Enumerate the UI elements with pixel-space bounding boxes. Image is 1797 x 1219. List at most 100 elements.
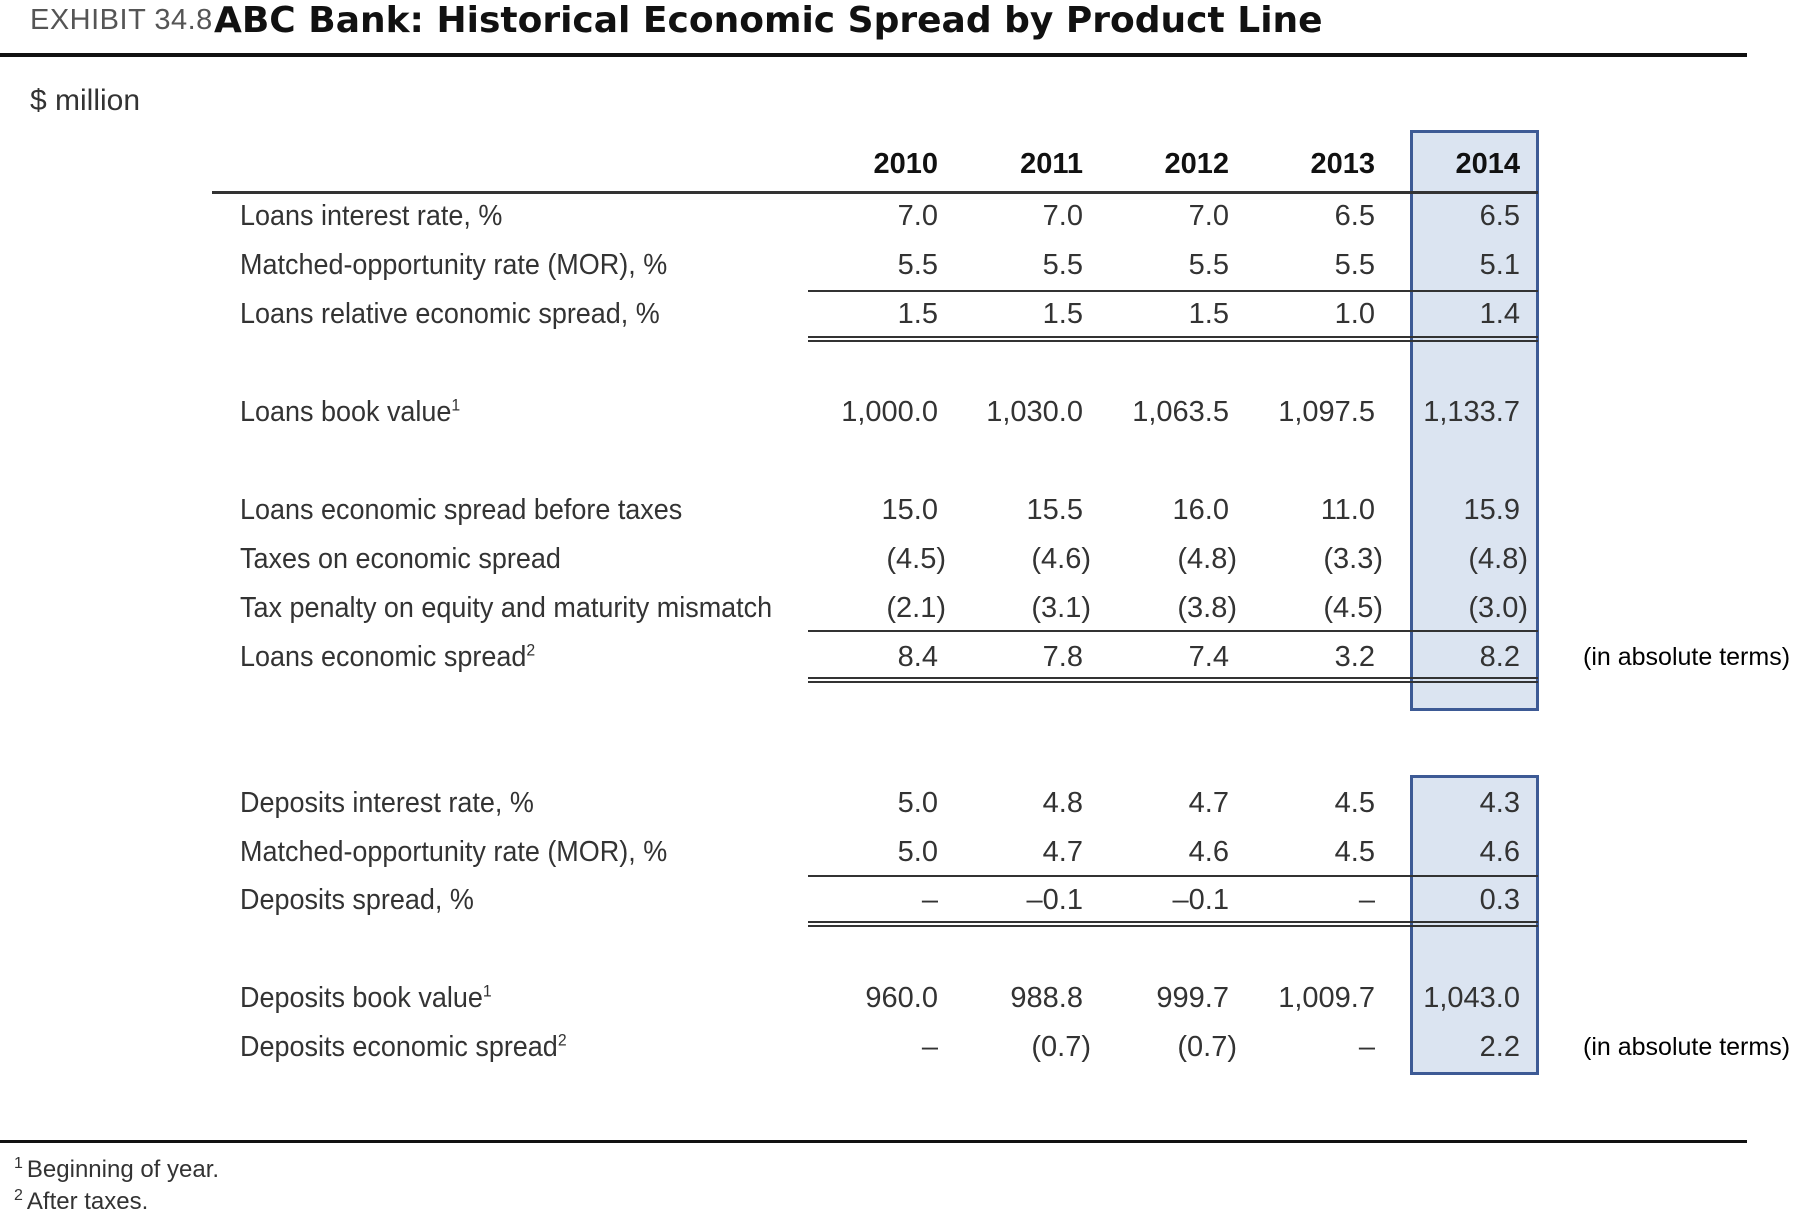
table-cell-2014: 2.2 bbox=[1479, 1031, 1520, 1063]
exhibit-title: ABC Bank: Historical Economic Spread by … bbox=[214, 0, 1323, 41]
row-label-text: Deposits spread, % bbox=[240, 884, 474, 916]
year-header-2011: 2011 bbox=[1020, 148, 1083, 180]
table-cell-2013: 3.2 bbox=[1334, 641, 1375, 673]
unit-label: $ million bbox=[30, 84, 141, 117]
table-cell-2013: (3.3) bbox=[1323, 543, 1383, 575]
table-cell-2014: 4.6 bbox=[1479, 836, 1520, 868]
table-cell-2010: 5.0 bbox=[897, 836, 938, 868]
year-header-2010: 2010 bbox=[873, 148, 938, 180]
table-cell-2010: – bbox=[921, 884, 938, 916]
table-cell-2013: 6.5 bbox=[1334, 200, 1375, 232]
header-rule bbox=[212, 191, 1538, 194]
row-label-text: Deposits book value bbox=[240, 982, 483, 1014]
title-rule bbox=[0, 53, 1747, 57]
table-cell-2012: 4.6 bbox=[1188, 836, 1229, 868]
table-cell-2014: 1.4 bbox=[1479, 298, 1520, 330]
table-cell-2014: 6.5 bbox=[1479, 200, 1520, 232]
footnote-2: 2 After taxes. bbox=[14, 1188, 148, 1216]
table-cell-2010: 7.0 bbox=[897, 200, 938, 232]
table-cell-2012: (0.7) bbox=[1177, 1031, 1237, 1063]
absolute-terms-note: (in absolute terms) bbox=[1583, 1033, 1791, 1061]
year-header-2013: 2013 bbox=[1310, 148, 1375, 180]
table-cell-2014: 8.2 bbox=[1479, 641, 1520, 673]
row-label: Matched-opportunity rate (MOR), % bbox=[240, 249, 667, 282]
table-cell-2012: 1.5 bbox=[1188, 298, 1229, 330]
table-cell-2012: (4.8) bbox=[1177, 543, 1237, 575]
row-label-text: Matched-opportunity rate (MOR), % bbox=[240, 836, 668, 868]
footnote-1: 1 Beginning of year. bbox=[14, 1156, 219, 1184]
loans-subtotal-rule bbox=[808, 290, 1538, 292]
table-cell-2010: 5.5 bbox=[897, 249, 938, 281]
table-cell-2010: – bbox=[921, 1031, 938, 1063]
table-cell-2012: 7.0 bbox=[1188, 200, 1229, 232]
year-header-2014: 2014 bbox=[1455, 148, 1520, 180]
row-label: Deposits economic spread2 bbox=[240, 1031, 567, 1064]
table-cell-2013: 1,009.7 bbox=[1278, 982, 1375, 1014]
row-label-text: Matched-opportunity rate (MOR), % bbox=[240, 249, 668, 281]
row-label-text: Loans interest rate, % bbox=[240, 200, 503, 232]
table-cell-2012: 4.7 bbox=[1188, 787, 1229, 819]
row-label-text: Loans relative economic spread, % bbox=[240, 298, 660, 330]
table-cell-2012: (3.8) bbox=[1177, 592, 1237, 624]
row-label-text: Deposits interest rate, % bbox=[240, 787, 534, 819]
table-cell-2011: 4.7 bbox=[1042, 836, 1083, 868]
table-cell-2010: 960.0 bbox=[865, 982, 938, 1014]
row-label: Deposits book value1 bbox=[240, 982, 492, 1015]
table-cell-2010: 15.0 bbox=[881, 494, 938, 526]
table-cell-2011: 4.8 bbox=[1042, 787, 1083, 819]
footnote-ref: 1 bbox=[451, 395, 461, 415]
table-cell-2013: (4.5) bbox=[1323, 592, 1383, 624]
table-cell-2014: 5.1 bbox=[1479, 249, 1520, 281]
footer-rule bbox=[0, 1140, 1747, 1143]
row-label-text: Loans book value bbox=[240, 396, 452, 428]
table-cell-2011: 988.8 bbox=[1010, 982, 1083, 1014]
table-cell-2011: –0.1 bbox=[1026, 884, 1083, 916]
table-cell-2014: (4.8) bbox=[1468, 543, 1528, 575]
table-cell-2014: 1,043.0 bbox=[1423, 982, 1520, 1014]
table-cell-2013: 1,097.5 bbox=[1278, 396, 1375, 428]
exhibit-label: EXHIBIT 34.8 bbox=[30, 4, 213, 36]
table-cell-2013: 4.5 bbox=[1334, 787, 1375, 819]
highlight-2014-loans bbox=[1410, 130, 1539, 711]
table-cell-2014: 4.3 bbox=[1479, 787, 1520, 819]
row-label: Deposits spread, % bbox=[240, 884, 474, 917]
table-cell-2011: 5.5 bbox=[1042, 249, 1083, 281]
absolute-terms-note: (in absolute terms) bbox=[1583, 643, 1791, 671]
table-cell-2013: 4.5 bbox=[1334, 836, 1375, 868]
table-cell-2011: 7.0 bbox=[1042, 200, 1083, 232]
table-cell-2014: 15.9 bbox=[1463, 494, 1520, 526]
table-cell-2014: 0.3 bbox=[1479, 884, 1520, 916]
table-cell-2012: 16.0 bbox=[1172, 494, 1229, 526]
deposits-total-double-rule bbox=[808, 921, 1538, 927]
loans-total-double-rule bbox=[808, 336, 1538, 342]
table-cell-2010: 8.4 bbox=[897, 641, 938, 673]
table-cell-2013: – bbox=[1358, 884, 1375, 916]
table-cell-2010: 1.5 bbox=[897, 298, 938, 330]
row-label-text: Tax penalty on equity and maturity misma… bbox=[240, 592, 773, 624]
deposits-subtotal-rule bbox=[808, 875, 1538, 877]
row-label: Taxes on economic spread bbox=[240, 543, 561, 576]
table-cell-2013: 5.5 bbox=[1334, 249, 1375, 281]
table-cell-2010: 1,000.0 bbox=[841, 396, 938, 428]
table-cell-2012: 5.5 bbox=[1188, 249, 1229, 281]
row-label: Matched-opportunity rate (MOR), % bbox=[240, 836, 667, 869]
table-cell-2011: (4.6) bbox=[1031, 543, 1091, 575]
footnote-ref: 2 bbox=[526, 640, 536, 660]
footnote-1-mark: 1 bbox=[14, 1155, 23, 1172]
table-cell-2012: –0.1 bbox=[1172, 884, 1229, 916]
table-cell-2013: 11.0 bbox=[1320, 494, 1375, 526]
footnote-ref: 1 bbox=[482, 981, 492, 1001]
table-cell-2012: 999.7 bbox=[1156, 982, 1229, 1014]
footnote-2-mark: 2 bbox=[14, 1187, 23, 1204]
table-cell-2014: (3.0) bbox=[1468, 592, 1528, 624]
row-label: Loans economic spread2 bbox=[240, 641, 535, 674]
row-label: Loans relative economic spread, % bbox=[240, 298, 660, 331]
row-label: Loans interest rate, % bbox=[240, 200, 502, 233]
footnote-ref: 2 bbox=[557, 1030, 567, 1050]
footnote-1-text: Beginning of year. bbox=[26, 1156, 220, 1183]
row-label: Tax penalty on equity and maturity misma… bbox=[240, 592, 772, 625]
row-label: Deposits interest rate, % bbox=[240, 787, 534, 820]
spread-total-double-rule bbox=[808, 677, 1538, 683]
table-cell-2014: 1,133.7 bbox=[1423, 396, 1520, 428]
year-header-2012: 2012 bbox=[1164, 148, 1229, 180]
